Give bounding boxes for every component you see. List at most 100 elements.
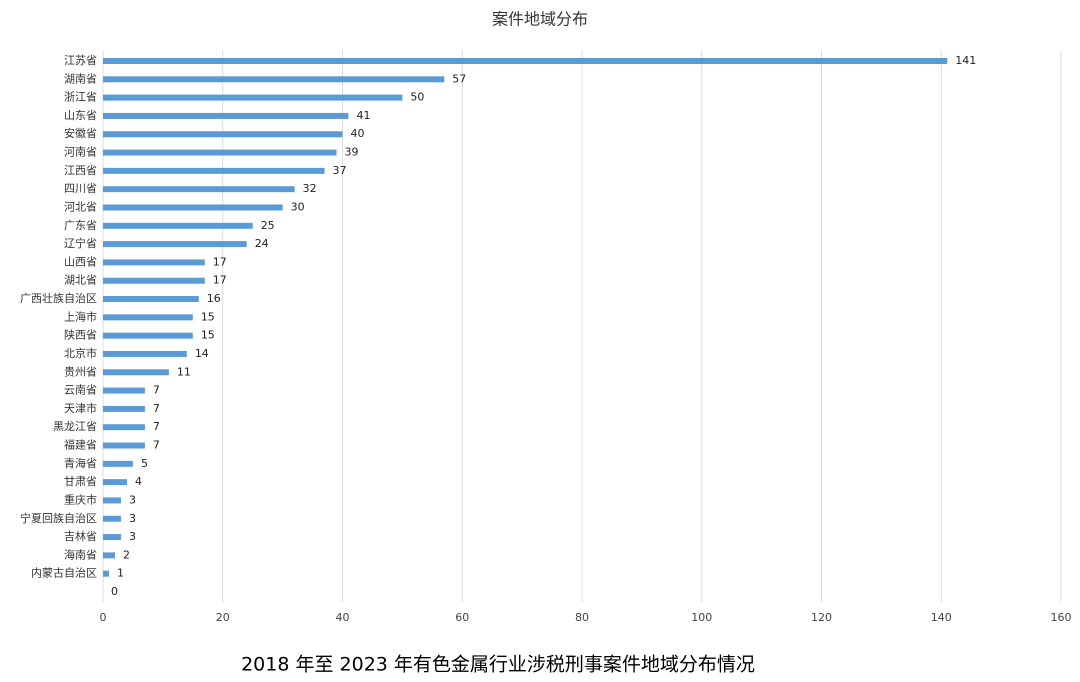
bar [103,479,127,486]
value-label: 32 [303,182,317,195]
bar [103,497,121,504]
bar [103,534,121,541]
value-label: 2 [123,548,130,561]
bar [103,149,337,156]
value-label: 41 [356,109,370,122]
value-label: 3 [129,512,136,525]
bar [103,259,205,266]
y-tick-label: 福建省 [64,438,97,452]
y-tick-label: 广东省 [64,219,97,232]
x-tick-label: 120 [811,611,832,624]
value-label: 15 [201,329,215,342]
y-tick-label: 湖南省 [64,72,97,85]
y-tick-label: 辽宁省 [64,236,97,250]
value-label: 14 [195,347,209,360]
value-label: 37 [333,164,347,177]
y-tick-label: 河北省 [64,200,97,213]
y-tick-label: 云南省 [64,384,97,397]
bar [103,131,343,138]
value-label: 5 [141,457,148,470]
x-tick-label: 40 [336,611,350,624]
y-tick-label: 安徽省 [64,126,97,140]
value-label: 7 [153,439,160,452]
bar [103,424,145,431]
value-label: 7 [153,420,160,433]
value-label: 39 [345,146,359,159]
y-tick-label: 宁夏回族自治区 [20,511,97,525]
y-tick-label: 湖北省 [64,274,97,287]
y-tick-label: 北京市 [64,346,97,360]
bar [103,442,145,449]
chart-title: 案件地域分布 [492,10,588,29]
bar [103,58,948,64]
x-tick-label: 140 [931,611,952,624]
y-tick-label: 甘肃省 [64,475,97,488]
y-tick-label: 上海市 [64,309,97,323]
x-tick-label: 160 [1051,611,1072,624]
value-label: 7 [153,402,160,415]
value-label: 0 [111,585,118,598]
bar [103,76,445,83]
y-tick-label: 天津市 [64,401,97,415]
value-label: 15 [201,310,215,323]
y-tick-label: 青海省 [64,456,97,470]
y-tick-label: 内蒙古自治区 [31,566,97,580]
bar [103,350,187,357]
value-label: 3 [129,530,136,543]
y-tick-label: 江西省 [64,164,97,177]
bar [103,552,115,559]
y-tick-label: 陕西省 [64,328,97,342]
value-label: 16 [207,292,221,305]
bar [103,167,325,174]
bar [103,241,247,248]
bar [103,314,193,321]
value-label: 57 [452,72,466,85]
y-tick-label: 海南省 [64,547,97,561]
y-tick-label: 河南省 [64,146,97,159]
bar [103,570,109,577]
value-label: 50 [410,91,424,104]
bar [103,332,193,339]
bar [103,296,199,303]
x-tick-label: 60 [455,611,469,624]
bar [103,277,205,284]
value-label: 17 [213,255,227,268]
bar [103,204,283,211]
x-tick-label: 0 [100,611,107,624]
bar [103,112,349,119]
y-tick-label: 黑龙江省 [53,420,97,433]
y-tick-label: 浙江省 [64,91,97,104]
bar [103,387,145,394]
bar [103,94,403,101]
value-label: 25 [261,219,275,232]
y-tick-label: 广西壮族自治区 [20,291,97,305]
y-tick-label: 吉林省 [64,529,97,543]
x-tick-label: 80 [575,611,589,624]
value-label: 141 [955,54,976,67]
x-tick-label: 20 [216,611,230,624]
bar [103,515,121,522]
bar [103,369,169,376]
value-label: 4 [135,475,142,488]
y-tick-label: 重庆市 [64,492,97,506]
y-tick-label: 山西省 [64,255,97,268]
bar [103,186,295,193]
value-label: 17 [213,274,227,287]
value-label: 24 [255,237,269,250]
bar [103,460,133,467]
y-tick-label: 四川省 [64,182,97,195]
value-label: 40 [351,127,365,140]
value-label: 7 [153,384,160,397]
x-tick-label: 100 [691,611,712,624]
bar [103,222,253,229]
caption: 2018 年至 2023 年有色金属行业涉税刑事案件地域分布情况 [241,654,755,676]
y-tick-label: 山东省 [64,109,97,122]
value-label: 30 [291,200,305,213]
value-label: 11 [177,365,191,378]
y-tick-label: 江苏省 [64,54,97,67]
value-label: 1 [117,567,124,580]
y-tick-label: 贵州省 [64,365,97,378]
value-label: 3 [129,493,136,506]
